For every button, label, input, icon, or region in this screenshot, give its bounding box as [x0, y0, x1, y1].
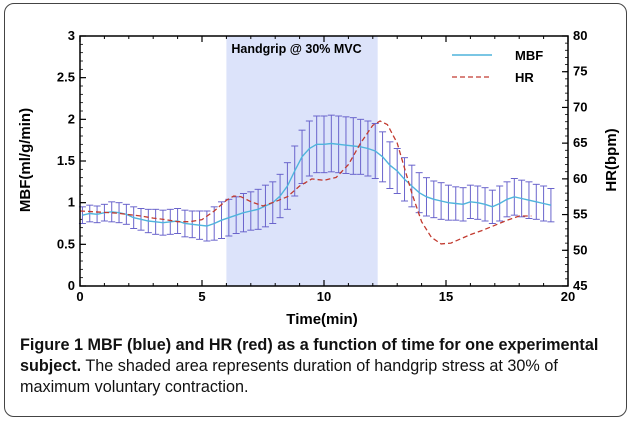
y-left-tick-label: 1.5: [57, 153, 75, 168]
legend-mbf-label: MBF: [515, 48, 543, 63]
y-right-tick-label: 45: [573, 278, 587, 293]
y-right-tick-label: 75: [573, 64, 587, 79]
y-left-tick-label: 0: [68, 278, 75, 293]
y-left-tick-label: 3: [68, 28, 75, 43]
figure-frame: [4, 3, 627, 417]
y-right-tick-label: 70: [573, 99, 587, 114]
hr-line: [79, 120, 532, 245]
y-right-tick-label: 50: [573, 242, 587, 257]
y-left-tick-label: 1: [68, 195, 75, 210]
x-tick-label: 20: [561, 289, 575, 304]
y-left-tick-label: 2: [68, 111, 75, 126]
plot-area-border: [79, 35, 569, 287]
x-tick-label: 10: [317, 289, 331, 304]
x-tick-label: 5: [198, 289, 205, 304]
caption-text: The shaded area represents duration of h…: [20, 357, 558, 396]
y-axis-label-left: MBF(ml/g/min): [17, 108, 34, 212]
x-tick-label: 0: [76, 289, 83, 304]
y-right-tick-label: 55: [573, 207, 587, 222]
legend-hr-label: HR: [515, 70, 534, 85]
y-right-tick-label: 65: [573, 135, 587, 150]
y-left-tick-label: 0.5: [57, 236, 75, 251]
caption-bold-text: MBF (blue) and HR (red) as a function of…: [20, 336, 599, 375]
mbf-line: [82, 142, 552, 227]
figure-caption: Figure 1 MBF (blue) and HR (red) as a fu…: [20, 335, 620, 398]
caption-figure-label: Figure 1: [20, 336, 83, 354]
y-left-tick-label: 2.5: [57, 70, 75, 85]
legend: MBF HR: [452, 48, 543, 85]
y-right-tick-label: 60: [573, 171, 587, 186]
x-tick-label: 15: [439, 289, 453, 304]
shaded-region-label: Handgrip @ 30% MVC: [231, 42, 361, 56]
y-axis-label-right: HR(bpm): [603, 128, 620, 191]
chart: 0 5 10 15 20 0 0.5 1 1.5 2 2.5 3 45 50 55 60 65 70 75 80 Ha…: [17, 28, 620, 328]
x-axis-label: Time(min): [286, 311, 357, 328]
y-right-tick-label: 80: [573, 28, 587, 43]
